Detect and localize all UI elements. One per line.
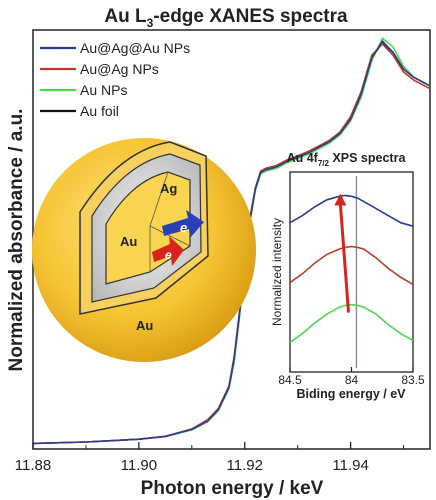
- inset-series-line-0: [289, 194, 414, 227]
- legend: Au@Ag@Au NPs Au@Ag NPs Au NPs Au foil: [40, 40, 190, 119]
- legend-label: Au@Ag@Au NPs: [80, 40, 190, 56]
- main-x-axis-label: Photon energy / keV: [141, 478, 324, 499]
- main-title: Au L3-edge XANES spectra: [104, 6, 348, 30]
- x-tick-label: 11.94: [332, 457, 368, 474]
- blue-electron-arrow-icon: [162, 210, 204, 238]
- series-line-0: [32, 39, 431, 445]
- legend-label: Au foil: [80, 103, 119, 119]
- label-ag: Ag: [160, 181, 177, 196]
- peak-shift-arrow: [338, 203, 350, 313]
- inset-series-line-1: [289, 245, 414, 285]
- inset-series-group: [289, 176, 414, 368]
- label-au-shell: Au: [136, 318, 153, 333]
- red-electron-arrow-icon: [152, 236, 184, 266]
- legend-label: Au NPs: [80, 82, 127, 98]
- main-series-group: [32, 37, 431, 445]
- x-tick-label: 11.88: [15, 457, 51, 474]
- main-x-axis: 11.88 11.90 11.92 11.94: [15, 442, 405, 474]
- inset-x-tick-label: 84: [345, 373, 359, 387]
- series-line-1: [32, 42, 431, 445]
- inset-x-tick-label: 84.5: [278, 373, 302, 387]
- label-au-core: Au: [120, 234, 137, 249]
- inset-x-tick-label: 83.5: [401, 373, 425, 387]
- legend-label: Au@Ag NPs: [80, 61, 159, 77]
- inset-series-line-2: [289, 303, 414, 344]
- main-y-axis-label: Normalized absorbance / a.u.: [6, 109, 27, 372]
- label-e-red: e: [165, 248, 172, 262]
- label-e-blue: e: [180, 220, 187, 235]
- peak-shift-arrowhead-icon: [334, 193, 347, 206]
- inset-y-axis-label: Normalized intensity: [270, 218, 284, 326]
- core-shell-schematic: Ag Au Au e e: [32, 138, 256, 362]
- x-tick-label: 11.92: [227, 457, 263, 474]
- inset-x-axis: 84.5 84 83.5: [278, 367, 425, 387]
- inner-au-edge: [149, 171, 191, 272]
- inset-x-axis-label: Biding energy / eV: [296, 387, 406, 401]
- inset-title: Au 4f7/2 XPS spectra: [287, 151, 407, 168]
- x-tick-label: 11.90: [121, 457, 157, 474]
